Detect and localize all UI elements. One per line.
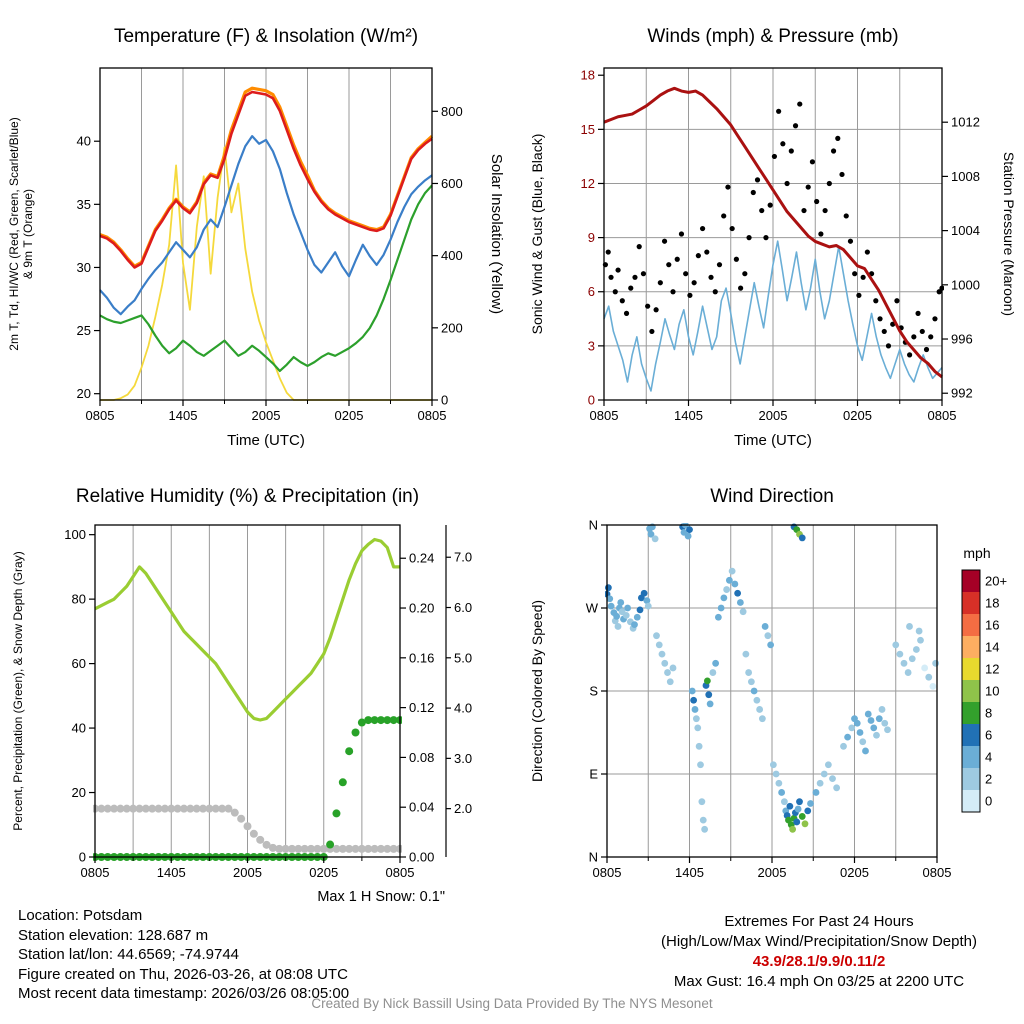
extremes-block: Extremes For Past 24 Hours (High/Low/Max… [620,912,1018,992]
max-gust-label: Max Gust: 16.4 mph On 03/25 at 2200 UTC [673,973,965,990]
wind-direction-chart [512,475,1024,920]
station-latlon: Station lat/lon: 44.6569; -74.9744 [18,946,240,963]
station-elevation: Station elevation: 128.687 m [18,926,209,944]
winds-pressure-chart [512,8,1024,463]
station-location: Location: Potsdam [18,907,143,924]
extremes-subtitle: (High/Low/Max Wind/Precipitation/Snow De… [661,933,977,950]
max-1h-snow-label: Max 1 H Snow: 0.1" [317,889,445,905]
station-info: Location: Potsdam Station elevation: 128… [18,906,349,1004]
extremes-values: 43.9/28.1/9.9/0.11/2 [752,953,886,970]
extremes-title: Extremes For Past 24 Hours [724,913,914,930]
figure-created: Figure created on Thu, 2026-03-26, at 08… [18,965,348,983]
watermark: Created By Nick Bassill Using Data Provi… [311,996,713,1011]
data-timestamp: Most recent data timestamp: 2026/03/26 0… [18,985,350,1002]
temperature-insolation-chart [0,8,512,463]
humidity-precipitation-chart [0,475,512,920]
